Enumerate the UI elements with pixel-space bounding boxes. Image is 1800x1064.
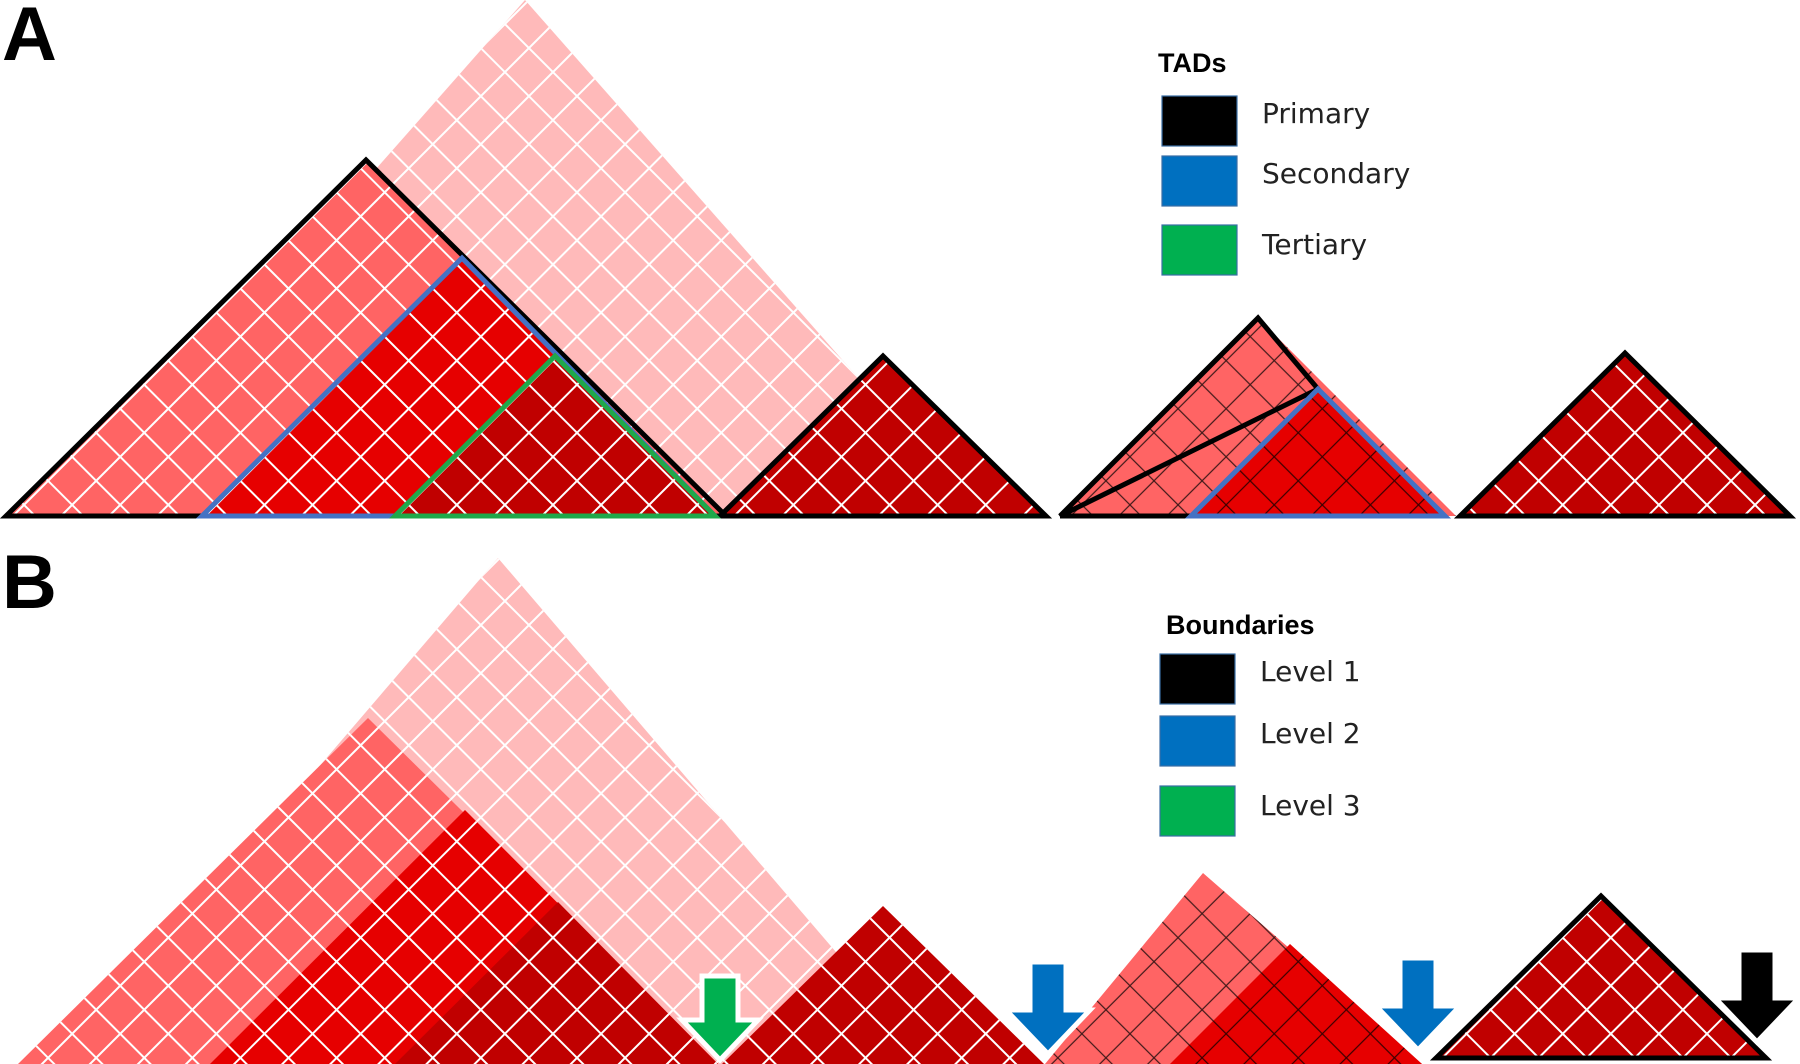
primary-tad-2 [713, 352, 1053, 519]
boundary-arrow-level-2-a [1000, 959, 1096, 1058]
legend-swatch-level-2 [1159, 715, 1236, 767]
primary-tad-3-outline [1058, 314, 1322, 519]
blue-arrow-icon [1000, 959, 1096, 1058]
tertiary-tad-1 [395, 356, 715, 516]
legend-label-level-1: Level 1 [1260, 655, 1361, 688]
legend-boundaries: Boundaries Level 1 Level 2 Level 3 [1159, 610, 1361, 837]
panel-b-label: B [2, 540, 57, 625]
domain-b-4-outline [1429, 892, 1773, 1061]
legend-label-level-2: Level 2 [1260, 717, 1361, 750]
primary-tad-2-grid [720, 356, 1046, 516]
legend-swatch-level-1 [1159, 653, 1236, 705]
legend-label-level-3: Level 3 [1260, 789, 1361, 822]
secondary-tad-2-outline [1184, 385, 1452, 519]
tertiary-tad-1-outline [388, 352, 722, 519]
contact-map-b [18, 558, 1044, 1064]
primary-tad-3 [1058, 314, 1456, 519]
tertiary-tad-1-grid [395, 356, 715, 516]
boundary-arrow-level-3 [676, 973, 764, 1064]
domain-b-3 [1045, 873, 1422, 1064]
legend-swatch-secondary [1161, 155, 1238, 207]
dark-region-b-1-grid [395, 902, 718, 1064]
legend-swatch-level-3 [1159, 785, 1236, 837]
panel-a-label: A [2, 0, 57, 77]
domain-b-3-mid-grid [1170, 944, 1422, 1064]
legend-label-secondary: Secondary [1262, 157, 1410, 190]
boundary-arrow-level-2-b [1370, 955, 1466, 1054]
panel-b: B [2, 540, 1800, 1064]
legend-boundaries-title: Boundaries [1166, 610, 1315, 640]
boundary-arrow-level-1 [1709, 947, 1800, 1046]
legend-tads-title: TADs [1158, 48, 1227, 78]
domain-b-4 [1429, 892, 1773, 1061]
legend-tads: TADs Primary Secondary Tertiary [1158, 48, 1410, 276]
primary-tad-4 [1453, 349, 1797, 519]
primary-tad-4-outline [1453, 349, 1797, 519]
legend-swatch-tertiary [1161, 224, 1238, 276]
blue-arrow-icon [1370, 955, 1466, 1054]
panel-a: A [0, 0, 1797, 519]
secondary-tad-2-grid [1191, 389, 1445, 516]
legend-label-tertiary: Tertiary [1261, 228, 1367, 261]
primary-tad-4-grid [1460, 353, 1790, 516]
primary-tad-2-outline [713, 352, 1053, 519]
legend-swatch-primary [1161, 95, 1238, 147]
black-arrow-icon [1709, 947, 1800, 1046]
green-arrow-icon [676, 973, 764, 1064]
dark-region-b-2-grid [722, 906, 1044, 1064]
domain-b-4-grid [1436, 896, 1766, 1058]
legend-label-primary: Primary [1262, 97, 1370, 130]
